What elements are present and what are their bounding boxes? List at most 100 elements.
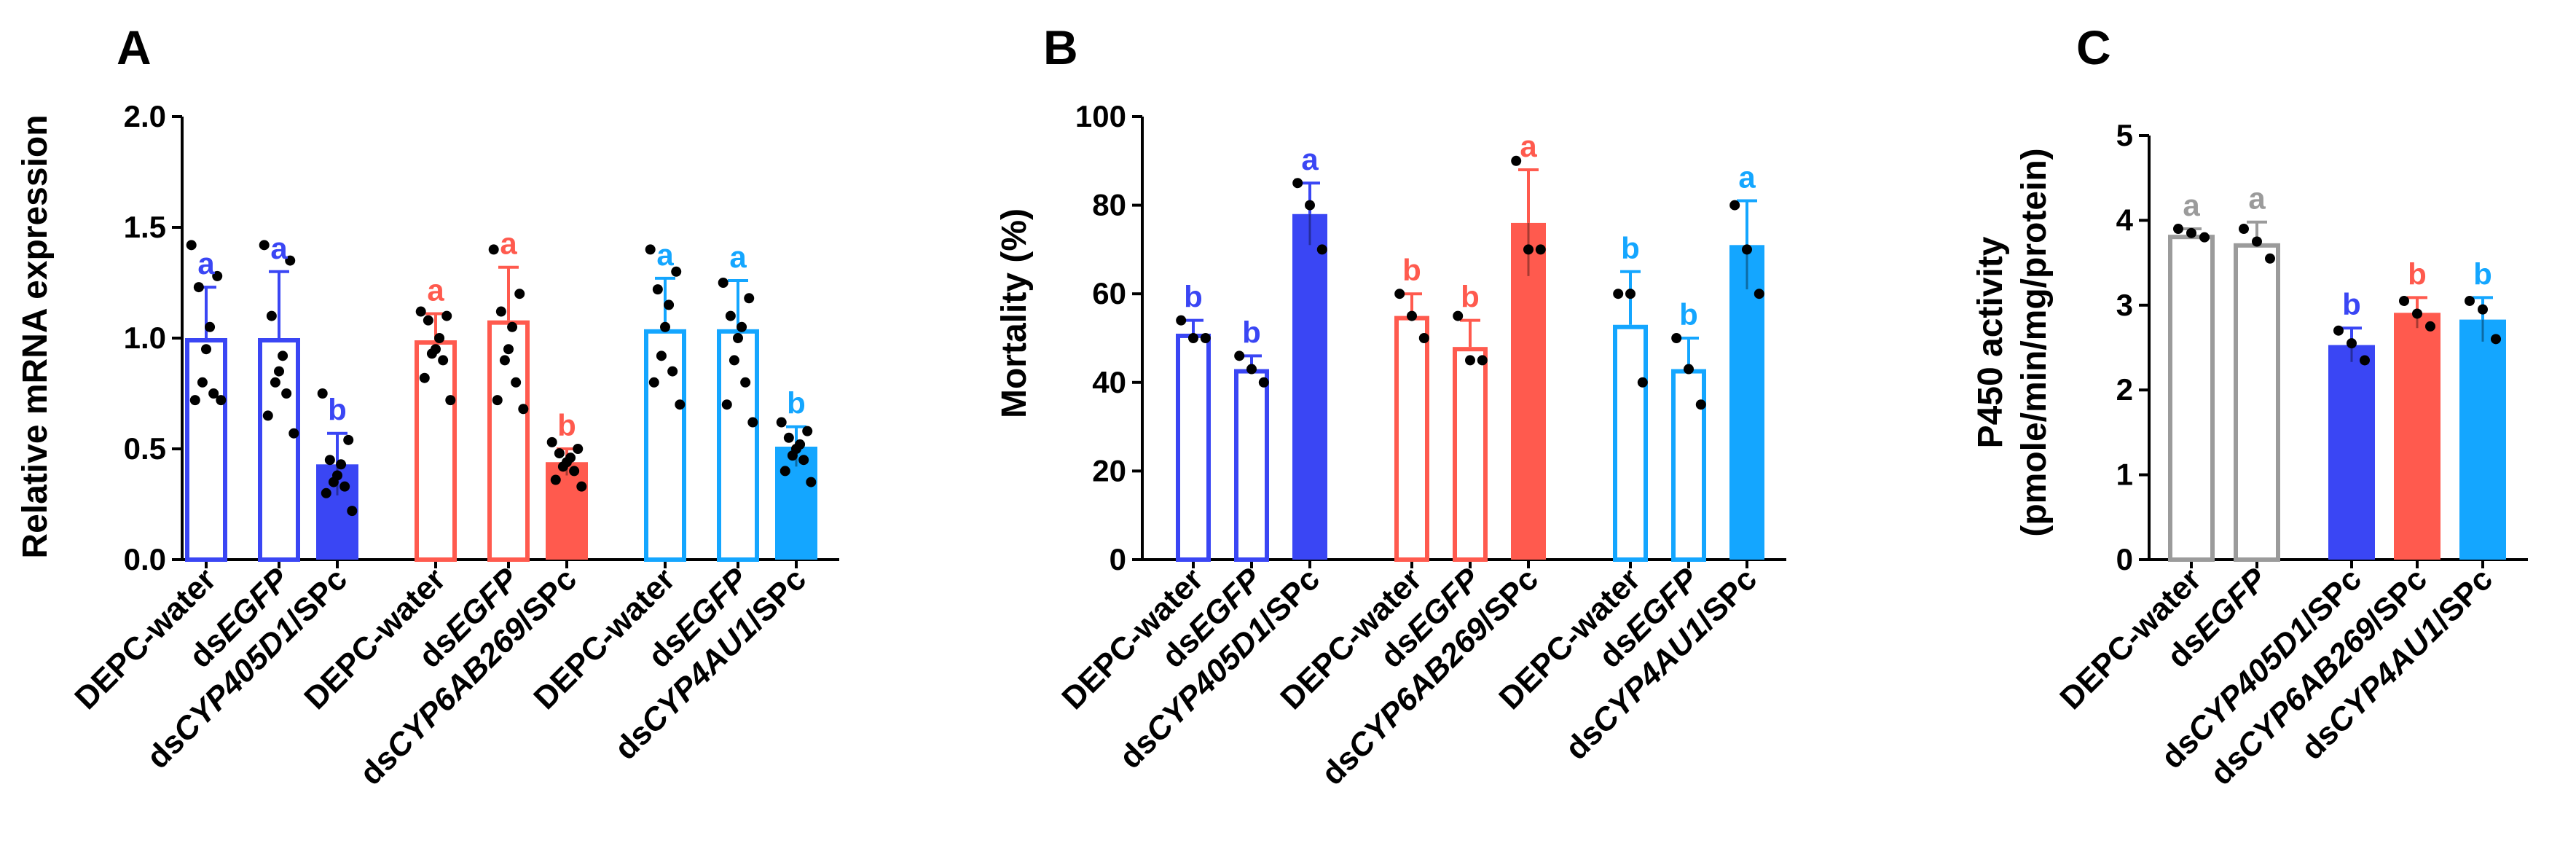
- data-point: [569, 466, 580, 477]
- data-point: [1305, 200, 1315, 211]
- data-point: [193, 282, 204, 293]
- significance-letter: b: [2473, 256, 2492, 291]
- y-tick-label: 2.0: [124, 99, 166, 133]
- panel-c-bars: a a b b b: [2168, 181, 2506, 562]
- data-point: [737, 321, 747, 332]
- y-tick-label: 5: [2116, 118, 2133, 152]
- data-point: [729, 355, 739, 366]
- data-point: [518, 404, 529, 415]
- panel-a-y-axis-label: Relative mRNA expression: [16, 114, 55, 558]
- panel-a-axes: 0.0 0.5 1.0 1.5 2.0: [124, 99, 839, 576]
- data-point: [776, 417, 787, 428]
- data-point: [281, 388, 292, 399]
- bar: [415, 340, 457, 562]
- panel-b-label: B: [1043, 20, 1078, 74]
- significance-letter: a: [729, 240, 747, 274]
- significance-letter: b: [2342, 287, 2361, 321]
- data-point: [1258, 377, 1269, 388]
- data-point: [205, 321, 216, 332]
- data-point: [1729, 200, 1740, 211]
- data-point: [492, 395, 503, 406]
- bar: [185, 338, 227, 562]
- y-tick-label: 3: [2116, 288, 2133, 322]
- data-point: [1188, 333, 1198, 343]
- y-tick-label: 1.5: [124, 210, 166, 244]
- data-point: [648, 377, 659, 388]
- bar: [1453, 347, 1488, 562]
- bar: [2168, 235, 2215, 562]
- data-point: [660, 321, 670, 332]
- significance-letter: a: [1301, 142, 1319, 176]
- data-point: [783, 432, 794, 443]
- y-tick-label: 80: [1092, 188, 1126, 222]
- y-tick-label: 0.0: [124, 542, 166, 576]
- panel-b: B Mortality (%) 0 20 40 60 80 100 b b a b b a b b a D…: [995, 20, 1786, 792]
- data-point: [675, 399, 686, 410]
- significance-letter: b: [328, 393, 347, 427]
- significance-letter: a: [1520, 129, 1537, 163]
- data-point: [1292, 178, 1303, 189]
- y-tick-label: 20: [1092, 453, 1126, 487]
- data-point: [725, 310, 736, 321]
- bar: [1292, 214, 1327, 560]
- data-point: [201, 344, 211, 355]
- data-point: [652, 284, 663, 295]
- panel-c-y-axis-label-unit: (pmole/min/mg/protein): [2015, 148, 2054, 536]
- data-point: [423, 315, 433, 326]
- bar: [1671, 369, 1706, 562]
- significance-letter: b: [787, 386, 806, 420]
- data-point: [2186, 227, 2196, 238]
- data-point: [1200, 333, 1211, 343]
- data-point: [2265, 253, 2275, 264]
- bar: [2234, 243, 2280, 562]
- data-point: [1625, 289, 1635, 299]
- data-point: [740, 377, 751, 388]
- data-point: [514, 289, 525, 299]
- data-point: [733, 333, 743, 343]
- significance-letter: a: [656, 238, 674, 272]
- y-tick-label: 1: [2116, 458, 2133, 492]
- bar: [487, 320, 530, 562]
- data-point: [645, 244, 656, 255]
- data-point: [488, 244, 499, 255]
- data-point: [270, 377, 280, 388]
- panel-a-bars: a a b a a b a a b: [185, 227, 817, 562]
- data-point: [2478, 304, 2488, 315]
- data-point: [573, 444, 584, 454]
- bar: [2328, 345, 2375, 560]
- data-point: [664, 299, 675, 310]
- data-point: [499, 355, 510, 366]
- significance-letter: a: [427, 273, 444, 307]
- panel-c-x-tick-labels: DEPC-waterdsEGFPdsCYP405D1/SPcdsCYP6AB26…: [2053, 561, 2500, 792]
- data-point: [189, 395, 200, 406]
- data-point: [671, 266, 682, 277]
- data-point: [1684, 364, 1694, 375]
- data-point: [1394, 289, 1405, 299]
- data-point: [415, 306, 426, 317]
- data-point: [285, 255, 296, 266]
- data-point: [576, 481, 587, 492]
- significance-letter: a: [2248, 181, 2266, 216]
- panel-a-label: A: [117, 20, 152, 74]
- data-point: [1418, 333, 1429, 343]
- significance-letter: a: [270, 231, 288, 265]
- data-point: [1511, 155, 1522, 166]
- data-point: [1535, 244, 1546, 255]
- panel-b-bars: b b a b b a b b a: [1176, 129, 1764, 562]
- data-point: [1671, 333, 1682, 343]
- significance-letter: b: [1679, 297, 1698, 332]
- x-tick-label-italic: EGFP: [2187, 561, 2274, 649]
- data-point: [434, 333, 445, 343]
- data-point: [2399, 295, 2409, 306]
- data-point: [656, 350, 667, 361]
- bar: [258, 338, 300, 562]
- bar: [1234, 369, 1269, 562]
- data-point: [554, 448, 565, 459]
- data-point: [262, 410, 273, 421]
- panel-a-x-tick-labels: DEPC-waterdsEGFPdsCYP405D1/SPcDEPC-water…: [68, 561, 813, 792]
- y-tick-label: 4: [2116, 203, 2134, 237]
- data-point: [208, 388, 219, 399]
- data-point: [328, 477, 339, 487]
- bar: [2394, 313, 2440, 560]
